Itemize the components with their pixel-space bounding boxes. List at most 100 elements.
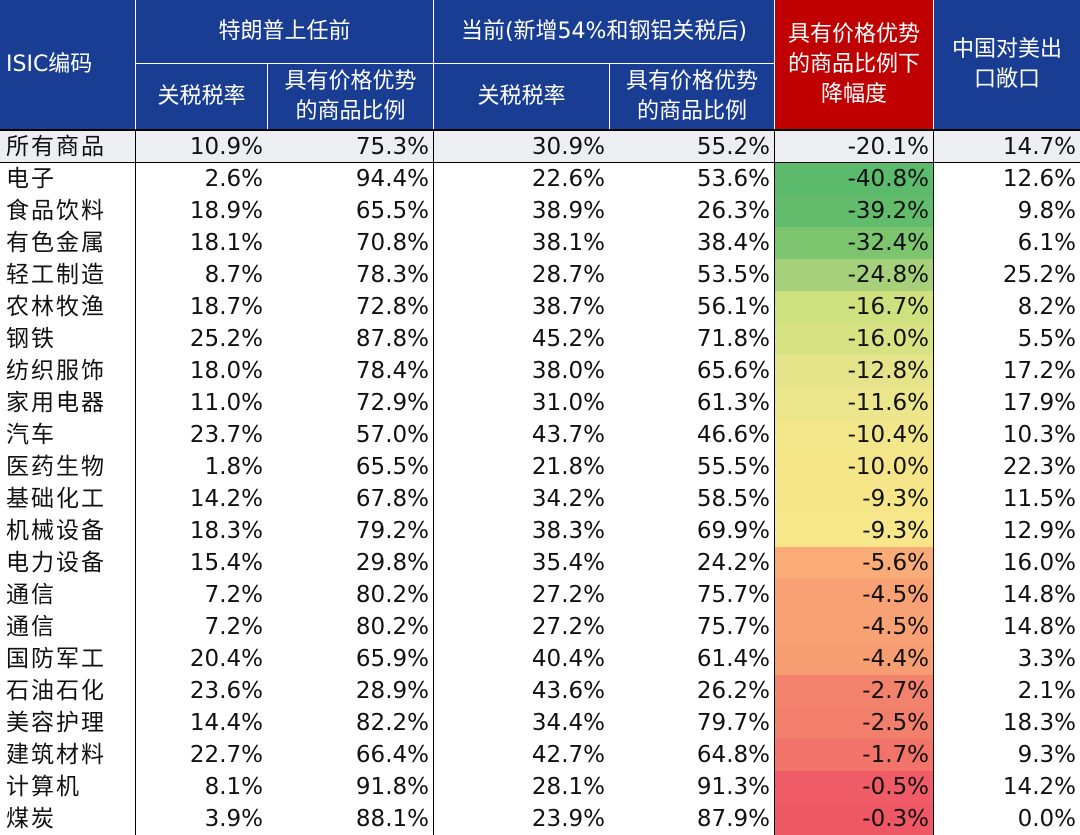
cell-before-price-advantage: 82.2%: [355, 710, 429, 736]
cell-decline: -11.6%: [775, 387, 933, 419]
cell-exposure: 2.1%: [1017, 678, 1076, 704]
cell-exposure: 3.3%: [1017, 646, 1076, 672]
table-row: 轻工制造 8.7% 78.3% 28.7% 53.5% -24.8% 25.2%: [0, 259, 1080, 291]
header-bottom-border: [0, 129, 1080, 131]
header-exposure: 中国对美出 口敞口: [934, 0, 1080, 129]
cell-industry: 纺织服饰: [6, 358, 106, 384]
header-before-price-advantage-line2: 的商品比例: [295, 98, 406, 124]
table-row: 美容护理 14.4% 82.2% 34.4% 79.7% -2.5% 18.3%: [0, 707, 1080, 739]
cell-before-tariff-rate: 11.0%: [189, 390, 263, 416]
cell-decline: -20.1%: [847, 134, 929, 160]
cell-exposure: 6.1%: [1017, 230, 1076, 256]
cell-current-tariff-rate: 40.4%: [531, 646, 605, 672]
cell-before-price-advantage: 88.1%: [355, 806, 429, 832]
cell-current-price-advantage: 65.6%: [696, 358, 770, 384]
header-divider: [267, 63, 268, 129]
cell-current-tariff-rate: 22.6%: [531, 166, 605, 192]
cell-before-tariff-rate: 20.4%: [189, 646, 263, 672]
cell-current-tariff-rate: 28.1%: [531, 774, 605, 800]
cell-decline: -10.0%: [775, 451, 933, 483]
cell-before-price-advantage: 91.8%: [355, 774, 429, 800]
cell-current-price-advantage: 56.1%: [696, 294, 770, 320]
cell-decline: -16.7%: [775, 291, 933, 323]
cell-current-tariff-rate: 38.3%: [531, 518, 605, 544]
cell-industry: 电子: [6, 166, 56, 192]
cell-decline: -39.2%: [775, 195, 933, 227]
cell-before-price-advantage: 94.4%: [355, 166, 429, 192]
cell-decline: -9.3%: [775, 483, 933, 515]
cell-before-price-advantage: 29.8%: [355, 550, 429, 576]
cell-decline: -0.5%: [775, 771, 933, 803]
cell-before-tariff-rate: 22.7%: [189, 742, 263, 768]
cell-decline: -32.4%: [775, 227, 933, 259]
header-isic-label: ISIC编码: [6, 51, 93, 77]
cell-decline: -9.3%: [775, 515, 933, 547]
cell-exposure: 8.2%: [1017, 294, 1076, 320]
cell-before-price-advantage: 65.5%: [355, 454, 429, 480]
cell-industry: 食品饮料: [6, 198, 106, 224]
cell-current-price-advantage: 53.5%: [696, 262, 770, 288]
cell-current-tariff-rate: 43.6%: [531, 678, 605, 704]
cell-industry: 通信: [6, 582, 56, 608]
header-divider: [774, 0, 775, 129]
header-decline-line3: 降幅度: [820, 81, 887, 107]
cell-before-tariff-rate: 14.2%: [189, 486, 263, 512]
cell-before-tariff-rate: 2.6%: [204, 166, 263, 192]
cell-before-price-advantage: 67.8%: [355, 486, 429, 512]
header-isic: ISIC编码: [0, 0, 135, 129]
cell-before-tariff-rate: 8.1%: [204, 774, 263, 800]
header-current-tariff-rate: 关税税率: [434, 64, 609, 129]
cell-before-price-advantage: 70.8%: [355, 230, 429, 256]
cell-industry: 计算机: [6, 774, 81, 800]
header-decline-line1: 具有价格优势: [787, 21, 920, 47]
cell-exposure: 14.7%: [1002, 134, 1076, 160]
cell-industry: 钢铁: [6, 326, 56, 352]
column-divider: [933, 129, 934, 835]
cell-before-tariff-rate: 15.4%: [189, 550, 263, 576]
cell-current-price-advantage: 26.2%: [696, 678, 770, 704]
header-exposure-line1: 中国对美出: [951, 36, 1062, 62]
cell-industry: 煤炭: [6, 806, 56, 832]
cell-current-price-advantage: 55.2%: [696, 134, 770, 160]
cell-decline: -2.5%: [775, 707, 933, 739]
cell-before-tariff-rate: 18.9%: [189, 198, 263, 224]
cell-exposure: 9.3%: [1017, 742, 1076, 768]
table-row: 通信 7.2% 80.2% 27.2% 75.7% -4.5% 14.8%: [0, 611, 1080, 643]
cell-industry: 石油石化: [6, 678, 106, 704]
header-divider: [135, 0, 136, 129]
cell-exposure: 22.3%: [1002, 454, 1076, 480]
cell-before-price-advantage: 75.3%: [355, 134, 429, 160]
header-before-tariff-rate: 关税税率: [136, 64, 267, 129]
cell-current-tariff-rate: 27.2%: [531, 614, 605, 640]
cell-current-price-advantage: 79.7%: [696, 710, 770, 736]
cell-exposure: 14.8%: [1002, 582, 1076, 608]
cell-exposure: 14.8%: [1002, 614, 1076, 640]
cell-current-price-advantage: 55.5%: [696, 454, 770, 480]
cell-current-price-advantage: 71.8%: [696, 326, 770, 352]
header-divider: [433, 0, 434, 129]
cell-before-tariff-rate: 23.7%: [189, 422, 263, 448]
cell-before-tariff-rate: 18.7%: [189, 294, 263, 320]
header-current-tariff-rate-label: 关税税率: [477, 83, 566, 109]
cell-decline: -0.3%: [775, 803, 933, 835]
cell-current-tariff-rate: 43.7%: [531, 422, 605, 448]
cell-current-price-advantage: 75.7%: [696, 582, 770, 608]
cell-current-tariff-rate: 21.8%: [531, 454, 605, 480]
header-group-current-label: 当前(新增54%和钢铝关税后): [460, 18, 748, 44]
column-divider: [774, 129, 775, 835]
cell-current-price-advantage: 61.3%: [696, 390, 770, 416]
cell-current-price-advantage: 58.5%: [696, 486, 770, 512]
cell-before-price-advantage: 79.2%: [355, 518, 429, 544]
cell-exposure: 5.5%: [1017, 326, 1076, 352]
cell-industry: 美容护理: [6, 710, 106, 736]
cell-industry: 通信: [6, 614, 56, 640]
cell-before-price-advantage: 65.9%: [355, 646, 429, 672]
table-row: 煤炭 3.9% 88.1% 23.9% 87.9% -0.3% 0.0%: [0, 803, 1080, 835]
cell-decline: -40.8%: [775, 163, 933, 195]
cell-decline: -4.5%: [775, 579, 933, 611]
cell-exposure: 14.2%: [1002, 774, 1076, 800]
cell-before-price-advantage: 57.0%: [355, 422, 429, 448]
cell-current-tariff-rate: 30.9%: [531, 134, 605, 160]
cell-before-tariff-rate: 7.2%: [204, 614, 263, 640]
